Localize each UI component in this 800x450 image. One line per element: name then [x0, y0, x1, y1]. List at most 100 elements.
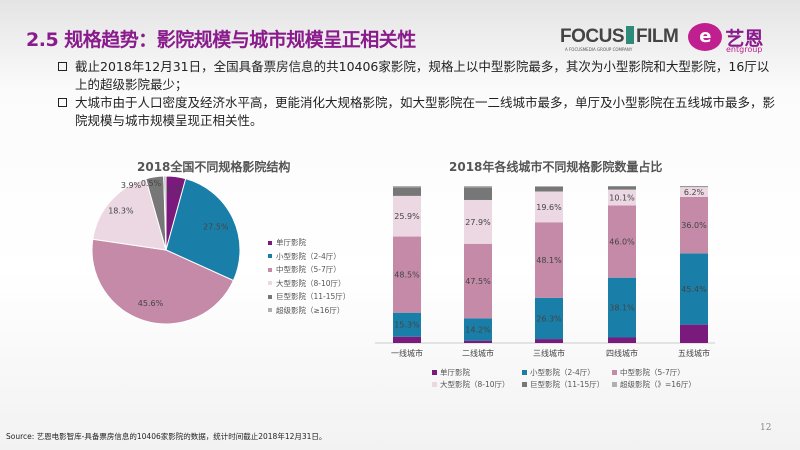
- bar-data-label: 15.3%: [394, 321, 420, 330]
- bar-segment: [608, 337, 636, 343]
- bar-segment: [608, 205, 636, 278]
- entgroup-en: entgroup: [726, 45, 763, 54]
- legend-swatch: [268, 281, 272, 286]
- bar-data-label: 47.5%: [465, 277, 491, 286]
- bar-segment: [608, 277, 636, 338]
- bullet-2: 大城市由于人口密度及经济水平高，更能消化大规格影院，如大型影院在一二线城市最多，…: [58, 94, 778, 130]
- bar-segment: [680, 324, 708, 343]
- bar-segment: [535, 191, 563, 223]
- pie-slice: [92, 178, 167, 251]
- legend-swatch: [522, 381, 527, 387]
- bar-data-label: 48.1%: [536, 256, 562, 265]
- bar-data-label: 26.3%: [536, 314, 562, 323]
- pie-data-label: 0.5%: [141, 179, 162, 188]
- bar-legend-item: 巨型影院（11-15厅）: [522, 378, 612, 390]
- bar-data-label: 14.2%: [465, 325, 491, 334]
- x-tick-label: 一线城市: [391, 348, 423, 358]
- bar-segment: [535, 186, 563, 187]
- bar-data-label: 36.0%: [681, 221, 707, 230]
- focus-film-logo: FOCUS FILM: [560, 26, 679, 47]
- bullet-square-icon: [58, 62, 67, 71]
- x-tick-label: 四线城市: [606, 348, 638, 358]
- pie-data-label: 45.6%: [138, 299, 164, 308]
- bar-segment: [464, 186, 492, 188]
- bar-data-label: 25.9%: [394, 212, 420, 221]
- pie-data-label: 27.5%: [203, 223, 229, 232]
- bar-data-label: 45.4%: [681, 285, 707, 294]
- bar-data-label: 48.5%: [394, 271, 420, 280]
- bullet-square-icon: [58, 98, 67, 107]
- bar-segment: [680, 186, 708, 188]
- pie-legend: 单厅影院 小型影院（2-4厅） 中型影院（5-7厅） 大型影院（8-10厅） 巨型影院（…: [268, 236, 350, 317]
- bullet-1: 截止2018年12月31日，全国具备票房信息的共10406家影院，规格上以中型影…: [58, 58, 778, 94]
- legend-swatch: [612, 381, 617, 387]
- legend-swatch: [432, 381, 437, 387]
- pie-data-label: 4.3%: [166, 186, 187, 195]
- bar-segment: [464, 243, 492, 319]
- bar-segment: [393, 236, 421, 313]
- pie-legend-item: 中型影院（5-7厅）: [268, 263, 350, 277]
- pie-slice: [163, 175, 167, 251]
- legend-swatch: [432, 369, 437, 375]
- x-tick-label: 五线城市: [678, 348, 710, 358]
- bar-segment: [680, 196, 708, 254]
- entgroup-logo-icon: e: [688, 23, 723, 51]
- bar-legend-item: 大型影院（8-10厅）: [432, 378, 522, 390]
- bar-segment: [464, 318, 492, 341]
- page-number: 12: [760, 423, 772, 433]
- page-title: 2.5 规格趋势：影院规模与城市规模呈正相关性: [26, 29, 416, 51]
- bar-segment: [464, 340, 492, 343]
- bar-legend-item: 单厅影院: [432, 366, 522, 378]
- legend-swatch: [268, 294, 272, 299]
- bar-legend-item: 超级影院（》=16厅）: [612, 378, 702, 390]
- pie-slice: [165, 178, 241, 282]
- bar-segment: [393, 186, 421, 188]
- bar-segment: [393, 312, 421, 337]
- bar-chart-title: 2018年各线城市不同规格影院数量占比: [449, 160, 663, 174]
- bar-segment: [535, 297, 563, 340]
- pie-legend-item: 巨型影院（11-15厅）: [268, 290, 350, 304]
- legend-swatch: [268, 267, 272, 272]
- bar-segment: [393, 336, 421, 343]
- bar-data-label: 46.0%: [609, 238, 635, 247]
- pie-legend-item: 小型影院（2-4厅）: [268, 250, 350, 264]
- legend-swatch: [612, 369, 617, 375]
- legend-swatch: [268, 308, 272, 313]
- pie-data-label: 3.9%: [121, 181, 142, 190]
- pie-legend-item: 超级影院（≥16厅）: [268, 304, 350, 318]
- bar-segment: [535, 186, 563, 192]
- bar-data-label: 19.6%: [536, 203, 562, 212]
- pie-chart-title: 2018全国不同规格影院结构: [137, 160, 291, 174]
- bar-segment: [535, 339, 563, 343]
- bar-segment: [535, 222, 563, 298]
- bar-legend: 单厅影院 小型影院（2-4厅） 中型影院（5-7厅） 大型影院（8-10厅） 巨型影院（…: [432, 366, 702, 390]
- pie-slice: [91, 238, 235, 325]
- bar-data-label: 38.1%: [609, 304, 635, 313]
- bar-data-label: 6.2%: [684, 188, 705, 197]
- x-tick-label: 三线城市: [533, 348, 565, 358]
- bar-segment: [393, 195, 421, 237]
- entgroup-logo-text: 艺恩: [725, 27, 764, 50]
- bar-data-label: 27.9%: [465, 218, 491, 227]
- legend-swatch: [522, 369, 527, 375]
- bar-segment: [464, 199, 492, 244]
- bar-segment: [608, 189, 636, 206]
- legend-swatch: [268, 254, 272, 259]
- pie-legend-item: 大型影院（8-10厅）: [268, 277, 350, 291]
- x-tick-label: 二线城市: [462, 348, 494, 358]
- pie-data-label: 18.3%: [108, 206, 134, 215]
- focus-subtitle: A FOCUSMEDIA GROUP COMPANY: [565, 47, 633, 52]
- bar-legend-item: 中型影院（5-7厅）: [612, 366, 702, 378]
- legend-swatch: [268, 240, 272, 245]
- bar-segment: [464, 187, 492, 200]
- bar-data-label: 10.1%: [609, 194, 635, 203]
- bar-segment: [608, 186, 636, 190]
- bar-segment: [680, 187, 708, 197]
- source-note: Source: 艺恩电影智库-具备票房信息的10406家影院的数据，统计时间截止…: [6, 432, 327, 441]
- bar-legend-item: 小型影院（2-4厅）: [522, 366, 612, 378]
- pie-legend-item: 单厅影院: [268, 236, 350, 250]
- bar-segment: [393, 187, 421, 196]
- bar-segment: [680, 253, 708, 325]
